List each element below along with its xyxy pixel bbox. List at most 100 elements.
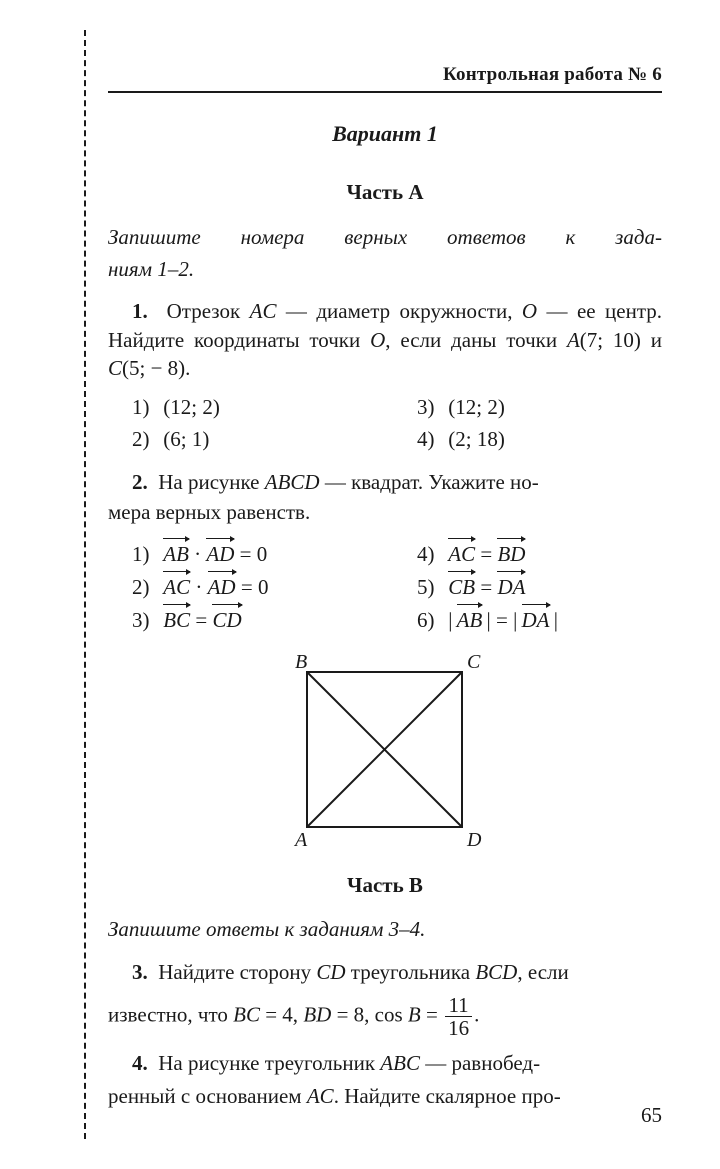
running-head: Контрольная работа № 6 xyxy=(108,62,662,93)
eq: = xyxy=(475,542,497,566)
task-3: 3. Найдите сторону CD треугольника BCD, … xyxy=(108,958,662,986)
seg-ac: AC xyxy=(250,299,277,323)
eq: = xyxy=(236,575,258,599)
col-right: 4) AC = BD 5) CB = DA 6) | AB | = | DA | xyxy=(417,535,662,638)
vec-cb: CB xyxy=(448,571,475,601)
task-2-number: 2. xyxy=(132,470,148,494)
t: ренный с основанием xyxy=(108,1084,307,1108)
b: B xyxy=(408,1003,421,1027)
task-2-text: На рисунке ABCD — квадрат. Укажите но- xyxy=(153,470,539,494)
pt-c: C xyxy=(108,356,122,380)
dot: · xyxy=(189,542,207,566)
lbl: 6) xyxy=(417,606,443,634)
task-1: 1. Отрезок AC — диаметр окружности, O — … xyxy=(108,297,662,382)
eq: = xyxy=(234,542,256,566)
option-6: 6) | AB | = | DA | xyxy=(417,604,662,634)
coord-c: (5; − 8). xyxy=(122,356,190,380)
option-1: 1) AB · AD = 0 xyxy=(132,538,377,568)
variant-title: Вариант 1 xyxy=(108,119,662,149)
part-a-instruction-l1: Запишите номера верных ответов к зада- xyxy=(108,223,662,251)
task-2-options: 1) AB · AD = 0 2) AC · AD = 0 3) BC = CD… xyxy=(132,535,662,638)
col-right: 3) (12; 2) 4) (2; 18) xyxy=(417,390,662,456)
eq: = xyxy=(190,608,212,632)
lbl: 4) xyxy=(417,425,443,453)
t: На рисунке xyxy=(158,470,265,494)
coord-a: (7; 10) xyxy=(580,328,641,352)
lbl: 3) xyxy=(417,393,443,421)
option-4: 4) AC = BD xyxy=(417,538,662,568)
option-2: 2) (6; 1) xyxy=(132,425,377,453)
pt-o2: O xyxy=(370,328,385,352)
task-2: 2. На рисунке ABCD — квадрат. Укажите но… xyxy=(108,468,662,496)
t: , если даны точки xyxy=(385,328,567,352)
lbl: 3) xyxy=(132,606,158,634)
option-1: 1) (12; 2) xyxy=(132,393,377,421)
figure-svg: B C A D xyxy=(275,650,495,850)
page-number: 65 xyxy=(641,1101,662,1129)
ac: AC xyxy=(307,1084,334,1108)
vec-bd: BD xyxy=(497,538,525,568)
lbl: 1) xyxy=(132,393,158,421)
part-b-instruction: Запишите ответы к заданиям 3–4. xyxy=(108,915,662,943)
pt-a: A xyxy=(567,328,580,352)
col-left: 1) (12; 2) 2) (6; 1) xyxy=(132,390,377,456)
num: 11 xyxy=(445,994,472,1017)
v: = 4, xyxy=(260,1003,303,1027)
lbl: 2) xyxy=(132,425,158,453)
page: Контрольная работа № 6 Вариант 1 Часть А… xyxy=(0,0,720,1169)
dot: . xyxy=(474,1003,479,1027)
vec-ad: AD xyxy=(206,538,234,568)
t: Отрезок xyxy=(167,299,250,323)
task-2-text-l2: мера верных равенств. xyxy=(108,498,662,526)
task-1-text: Отрезок AC — диаметр окружности, O — ее … xyxy=(108,299,662,380)
option-5: 5) CB = DA xyxy=(417,571,662,601)
t: . Найдите скалярное про- xyxy=(334,1084,561,1108)
t: На рисунке треугольник xyxy=(158,1051,380,1075)
cd: CD xyxy=(316,960,345,984)
t: известно, что xyxy=(108,1003,233,1027)
t: треугольника xyxy=(346,960,476,984)
val: (12; 2) xyxy=(448,395,505,419)
zero: 0 xyxy=(258,575,269,599)
pt-o: O xyxy=(522,299,537,323)
option-3: 3) (12; 2) xyxy=(417,393,662,421)
task-1-number: 1. xyxy=(132,299,148,323)
val: (6; 1) xyxy=(163,427,209,451)
lbl: 2) xyxy=(132,573,158,601)
den: 16 xyxy=(445,1017,472,1039)
option-2: 2) AC · AD = 0 xyxy=(132,571,377,601)
eq: = xyxy=(475,575,497,599)
val: (2; 18) xyxy=(448,427,505,451)
task-3-line2: известно, что BC = 4, BD = 8, cos B = 11… xyxy=(108,994,662,1039)
bd: BD xyxy=(303,1003,331,1027)
eq: = xyxy=(491,608,513,632)
dashed-margin xyxy=(84,30,86,1139)
lbl: 4) xyxy=(417,540,443,568)
bc: BC xyxy=(233,1003,260,1027)
vec-ac: AC xyxy=(448,538,475,568)
col-left: 1) AB · AD = 0 2) AC · AD = 0 3) BC = CD xyxy=(132,535,377,638)
figure-square-abcd: B C A D xyxy=(108,650,662,857)
part-a-instruction-l2: ниям 1–2. xyxy=(108,255,662,283)
vec-bc: BC xyxy=(163,604,190,634)
task-4-line2: ренный с основанием AC. Найдите скалярно… xyxy=(108,1082,662,1110)
v: = 8, cos xyxy=(331,1003,408,1027)
t: , если xyxy=(517,960,568,984)
vec-da: DA xyxy=(497,571,525,601)
abcd: ABCD xyxy=(265,470,320,494)
vec-ab: AB xyxy=(457,604,483,634)
abc: ABC xyxy=(380,1051,420,1075)
fraction: 1116 xyxy=(445,994,472,1039)
vec-ab: AB xyxy=(163,538,189,568)
t: Найдите сторону xyxy=(158,960,316,984)
t: — квадрат. Укажите но- xyxy=(320,470,539,494)
task-4: 4. На рисунке треугольник ABC — равнобед… xyxy=(108,1049,662,1077)
label-b: B xyxy=(295,651,307,673)
zero: 0 xyxy=(257,542,268,566)
option-4: 4) (2; 18) xyxy=(417,425,662,453)
t: и xyxy=(641,328,662,352)
vec-ad: AD xyxy=(208,571,236,601)
val: (12; 2) xyxy=(163,395,220,419)
task-1-options: 1) (12; 2) 2) (6; 1) 3) (12; 2) 4) (2; 1… xyxy=(132,390,662,456)
task-3-number: 3. xyxy=(132,960,148,984)
